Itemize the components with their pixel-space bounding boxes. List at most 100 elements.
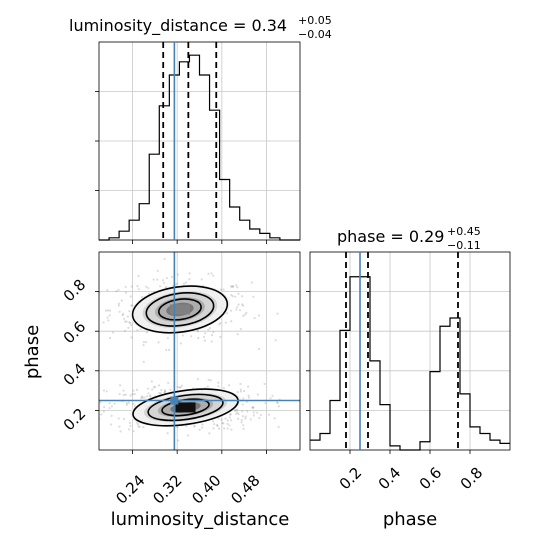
scatter-point xyxy=(244,415,247,418)
scatter-point xyxy=(226,419,229,422)
scatter-point xyxy=(239,388,242,391)
scatter-point xyxy=(236,411,239,414)
scatter-point xyxy=(119,384,122,387)
title-luminosity-distance: luminosity_distance = 0.34 +0.05 −0.04 xyxy=(69,14,332,41)
scatter-point xyxy=(125,403,129,406)
scatter-point xyxy=(247,396,251,399)
scatter-point xyxy=(224,321,227,324)
scatter-point xyxy=(226,422,229,426)
scatter-point xyxy=(217,427,221,430)
scatter-point xyxy=(241,415,245,418)
scatter-point xyxy=(235,308,238,311)
contour-0-2 xyxy=(157,298,202,321)
scatter-point xyxy=(213,422,216,426)
scatter-point xyxy=(230,293,233,296)
scatter-point xyxy=(197,336,200,340)
scatter-point xyxy=(207,272,210,275)
scatter-point xyxy=(203,339,207,342)
scatter-point xyxy=(210,272,213,275)
scatter-point xyxy=(202,335,206,339)
scatter-point xyxy=(184,281,188,284)
scatter-point xyxy=(128,321,131,324)
scatter-point xyxy=(241,403,244,406)
scatter-point xyxy=(247,394,250,397)
scatter-point xyxy=(88,420,90,422)
scatter-point xyxy=(113,402,116,405)
scatter-point xyxy=(229,309,233,312)
scatter-point xyxy=(222,387,225,390)
scatter-point xyxy=(97,405,99,407)
scatter-point xyxy=(151,388,154,391)
title-phase-minus: −0.11 xyxy=(447,239,481,252)
scatter-point xyxy=(239,390,242,393)
contour-0-1 xyxy=(145,292,215,327)
scatter-point xyxy=(178,386,181,389)
scatter-point xyxy=(200,278,203,281)
scatter-point xyxy=(253,317,256,320)
scatter-point xyxy=(222,422,225,425)
x-ticks-phase: 0.2 0.4 0.6 0.8 xyxy=(336,464,487,494)
scatter-point xyxy=(212,274,215,277)
phase-x-tick-label-1: 0.4 xyxy=(375,464,405,494)
scatter-point xyxy=(210,340,213,343)
scatter-point xyxy=(120,299,123,302)
scatter-point xyxy=(277,405,280,408)
scatter-point xyxy=(96,436,98,438)
scatter-point xyxy=(242,424,245,427)
phase-x-tick-label-2: 0.6 xyxy=(416,464,446,494)
scatter-point xyxy=(241,295,244,298)
title-phase: phase = 0.29 +0.45 −0.11 xyxy=(337,225,481,252)
x-tick-label-1: 0.32 xyxy=(149,471,185,507)
scatter-point xyxy=(176,426,179,429)
y-tick-label-2: 0.6 xyxy=(60,318,90,348)
scatter-point xyxy=(218,323,221,326)
scatter-point xyxy=(164,390,167,393)
scatter-point xyxy=(125,401,128,405)
scatter-point xyxy=(219,321,222,325)
scatter-point xyxy=(145,340,148,344)
scatter-point xyxy=(273,417,276,420)
title-phase-main: phase = 0.29 xyxy=(337,227,444,246)
scatter-point xyxy=(193,424,196,427)
scatter-point xyxy=(196,377,199,381)
scatter-point xyxy=(229,413,232,416)
scatter-point xyxy=(119,430,122,433)
scatter-point xyxy=(157,384,161,387)
scatter-point xyxy=(140,396,143,400)
density-core-0 xyxy=(169,304,190,315)
scatter-point xyxy=(179,386,182,389)
scatter-point xyxy=(264,402,267,405)
scatter-point xyxy=(269,397,272,400)
scatter-point xyxy=(149,395,152,398)
scatter-point xyxy=(242,427,245,430)
density-core-1 xyxy=(175,402,196,413)
y-axis-label-phase: phase xyxy=(22,325,43,379)
scatter-point xyxy=(145,395,149,398)
scatter-point xyxy=(235,284,238,287)
scatter-point xyxy=(129,394,132,397)
scatter-point xyxy=(157,341,160,344)
scatter-point xyxy=(212,330,215,334)
scatter-point xyxy=(106,309,110,312)
x-axis-label-phase: phase xyxy=(383,509,437,530)
scatter-point xyxy=(274,339,277,342)
scatter-point xyxy=(257,347,261,351)
scatter-point xyxy=(243,313,247,316)
scatter-point xyxy=(71,404,73,406)
phase-vs-luminosity-scatter xyxy=(71,251,301,454)
scatter-point xyxy=(207,378,210,381)
scatter-point xyxy=(133,392,136,396)
scatter-point xyxy=(227,384,231,387)
scatter-point xyxy=(137,288,140,291)
scatter-point xyxy=(140,295,144,299)
scatter-point xyxy=(210,334,214,337)
scatter-point xyxy=(206,385,209,388)
scatter-point xyxy=(217,385,220,388)
histogram-step xyxy=(310,276,510,451)
scatter-point xyxy=(228,416,231,419)
scatter-point xyxy=(125,320,128,323)
scatter-point xyxy=(252,295,255,298)
scatter-point xyxy=(166,337,170,340)
scatter-point xyxy=(108,309,112,312)
scatter-point xyxy=(181,334,185,337)
